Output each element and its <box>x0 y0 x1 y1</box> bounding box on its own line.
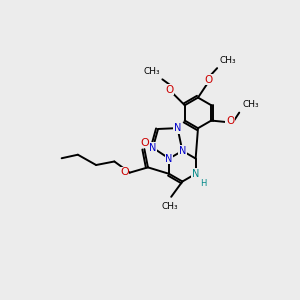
Text: H: H <box>200 178 206 188</box>
Text: O: O <box>226 116 234 126</box>
Text: N: N <box>149 143 157 153</box>
Text: N: N <box>174 123 181 133</box>
Text: O: O <box>140 138 149 148</box>
Text: N: N <box>192 169 199 179</box>
Text: N: N <box>165 154 173 164</box>
Text: O: O <box>205 75 213 85</box>
Text: CH₃: CH₃ <box>161 202 178 211</box>
Text: N: N <box>179 146 186 156</box>
Text: CH₃: CH₃ <box>143 68 160 76</box>
Text: CH₃: CH₃ <box>243 100 260 109</box>
Text: O: O <box>120 167 129 177</box>
Text: O: O <box>165 85 174 94</box>
Text: CH₃: CH₃ <box>220 56 236 65</box>
